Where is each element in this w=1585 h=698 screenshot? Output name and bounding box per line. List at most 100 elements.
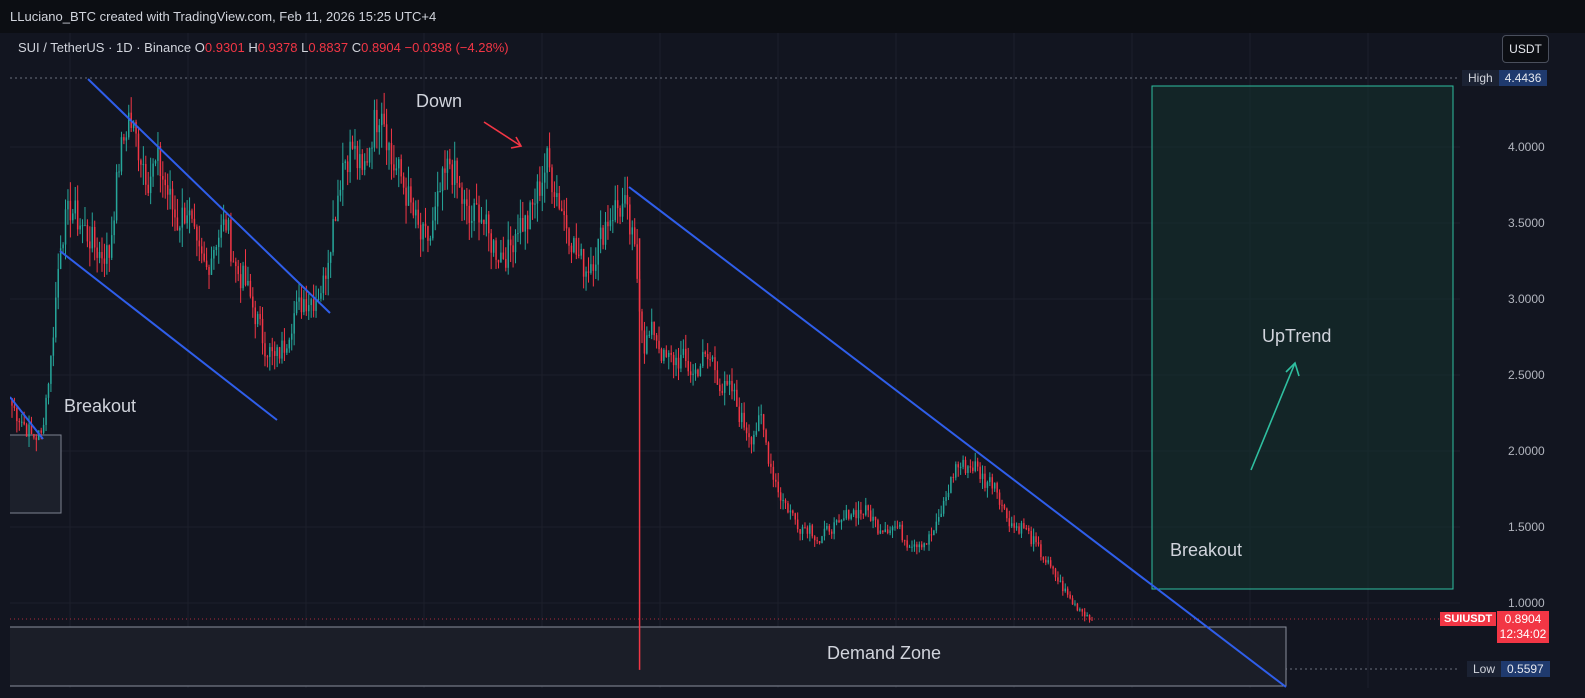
candle-body (655, 335, 658, 341)
price-chart[interactable]: Breakout Down UpTrend Breakout Demand Zo… (10, 33, 1460, 688)
candle-body (42, 424, 45, 433)
candle-body (616, 200, 619, 209)
candle-body (704, 352, 706, 355)
candle-body (334, 219, 337, 222)
candle-body (315, 299, 317, 311)
candle-body (359, 154, 361, 169)
candle-body (327, 262, 329, 279)
breakout-base-zone[interactable] (10, 434, 62, 514)
candle-body (750, 437, 753, 445)
candle-body (993, 483, 996, 489)
candle-body (636, 244, 638, 279)
candle-body (984, 473, 986, 488)
candle-body (755, 431, 758, 435)
candle-body (181, 207, 184, 228)
candle-body (67, 200, 69, 210)
symbol-label[interactable]: SUI / TetherUS · 1D · Binance (18, 40, 192, 55)
price-axis[interactable] (1460, 33, 1585, 688)
candle-body (91, 226, 94, 249)
candle-body (848, 509, 850, 519)
downtrend-line[interactable] (628, 186, 1287, 688)
candle-body (865, 505, 867, 515)
candle-body (488, 214, 490, 234)
candle-body (901, 524, 904, 541)
candle-body (677, 357, 680, 369)
candle-body (174, 209, 176, 218)
candle-body (98, 251, 101, 258)
candle-body (232, 261, 235, 263)
candle-body (736, 389, 738, 407)
candle-body (453, 160, 456, 185)
candle-body (407, 186, 410, 206)
candle-body (1020, 523, 1023, 534)
candle-body (242, 265, 244, 289)
candle-body (225, 219, 227, 231)
candle-body (147, 184, 149, 194)
candle-body (278, 347, 281, 359)
candle-body (1062, 580, 1064, 592)
candle-body (758, 415, 760, 432)
candle-body (1079, 609, 1081, 611)
candle-body (13, 405, 16, 408)
candle-body (665, 349, 668, 357)
candle-body (62, 244, 64, 249)
candle-body (568, 228, 570, 246)
candle-body (913, 544, 916, 547)
candle-body (432, 220, 434, 239)
candle-body (169, 188, 171, 195)
candle-body (368, 148, 371, 163)
candle-body (843, 518, 845, 520)
candle-body (81, 225, 84, 227)
candle-body (162, 176, 164, 180)
candle-body (648, 334, 651, 336)
open-value: 0.9301 (204, 40, 245, 55)
candle-body (962, 459, 964, 467)
channel-upper-line[interactable] (87, 78, 331, 314)
demand-zone[interactable] (10, 626, 1287, 687)
breakout-trendline[interactable] (10, 396, 44, 440)
candle-body (592, 264, 595, 271)
candle-body (295, 301, 298, 314)
candle-body (266, 356, 269, 358)
price-tick: 2.5000 (1508, 368, 1545, 382)
candle-body (947, 492, 950, 498)
candle-body (33, 434, 35, 438)
candle-body (607, 221, 609, 227)
candle-body (492, 240, 495, 253)
low-marker: Low 0.5597 (1467, 661, 1550, 677)
candle-body (514, 233, 517, 253)
candle-body (818, 541, 821, 544)
high-marker: High 4.4436 (1462, 70, 1548, 86)
candle-body (614, 200, 616, 221)
candle-body (259, 314, 261, 319)
candle-body (816, 540, 818, 542)
candle-body (154, 160, 157, 164)
candle-body (631, 227, 634, 235)
candle-body (933, 530, 935, 536)
candle-body (852, 510, 855, 515)
uptrend-label: UpTrend (1262, 326, 1332, 346)
candle-body (689, 371, 692, 376)
channel-lower-line[interactable] (59, 250, 278, 421)
candle-body (239, 274, 242, 289)
currency-button[interactable]: USDT (1502, 35, 1549, 63)
candle-body (118, 171, 120, 173)
candle-body (157, 146, 159, 161)
candle-body (595, 264, 597, 271)
candle-body (541, 182, 544, 196)
chart-canvas[interactable] (10, 33, 1460, 688)
candle-body (517, 233, 519, 235)
candle-body (925, 543, 928, 545)
candle-body (789, 510, 792, 513)
candle-body (249, 280, 252, 297)
target-zone[interactable] (1151, 85, 1454, 590)
candle-body (329, 252, 332, 263)
candle-body (1064, 588, 1066, 592)
candle-body (573, 238, 575, 253)
attribution-bar: LLuciano_BTC created with TradingView.co… (0, 0, 1585, 33)
candle-body (203, 253, 205, 261)
close-label: C (351, 40, 362, 55)
candle-body (254, 307, 256, 325)
candle-body (76, 200, 79, 230)
candle-body (230, 219, 232, 262)
